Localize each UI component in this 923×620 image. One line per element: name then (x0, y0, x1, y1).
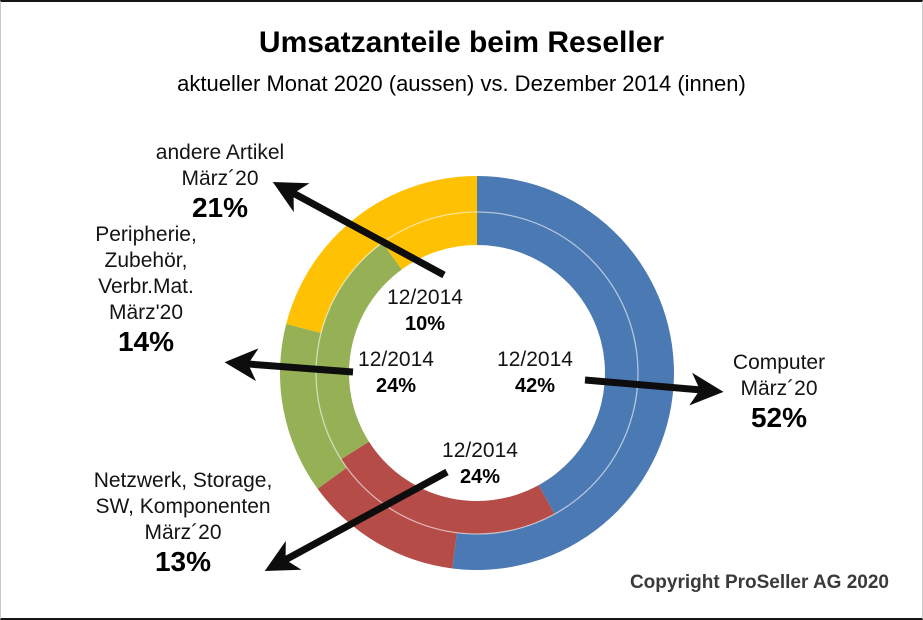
copyright-text: Copyright ProSeller AG 2020 (629, 572, 889, 593)
inner-label-value: 10% (404, 313, 446, 335)
donut-segment-outer-3 (286, 176, 477, 333)
inner-label-value: 24% (375, 375, 417, 397)
inner-label-value: 42% (514, 375, 556, 397)
leader-arrow-3 (264, 468, 449, 572)
donut-segment-inner-0 (477, 212, 639, 515)
label-line: März´20 (144, 521, 222, 544)
label-line: März´20 (740, 377, 818, 400)
leader-arrow-1 (224, 348, 354, 382)
donut-segment-outer-1 (317, 467, 457, 569)
inner-label-series: 12/2014 (358, 348, 434, 371)
inner-label-blue: 12/2014 42% (497, 346, 573, 400)
inner-label-yellow: 12/2014 10% (387, 284, 463, 338)
label-value: 21% (191, 192, 249, 223)
donut-segment-outer-0 (452, 176, 674, 570)
label-netzwerk: Netzwerk, Storage, SW, Komponenten März´… (94, 468, 273, 577)
label-value: 14% (117, 326, 175, 357)
label-computer: Computer März´20 52% (733, 350, 825, 433)
label-line: März´20 (181, 167, 259, 190)
chart-subtitle: aktueller Monat 2020 (aussen) vs. Dezemb… (177, 71, 746, 96)
donut-segment-inner-2 (315, 242, 402, 460)
inner-label-red: 12/2014 24% (442, 437, 518, 491)
leader-arrows (224, 181, 724, 572)
label-line: SW, Komponenten (95, 495, 271, 518)
label-line: Verbr.Mat. (98, 275, 194, 298)
label-line: Zubehör, (104, 249, 188, 272)
label-line: Netzwerk, Storage, (93, 469, 273, 492)
label-andere-artikel: andere Artikel März´20 21% (156, 140, 284, 223)
chart-title: Umsatzanteile beim Reseller (258, 26, 665, 59)
inner-label-series: 12/2014 (497, 348, 573, 371)
label-line: Computer (732, 351, 826, 374)
label-peripherie: Peripherie, Zubehör, Verbr.Mat. März'20 … (95, 222, 197, 357)
label-line: andere Artikel (155, 141, 285, 164)
label-line: März'20 (108, 301, 184, 324)
inner-label-series: 12/2014 (387, 286, 463, 309)
label-line: Peripherie, (95, 223, 197, 246)
label-value: 52% (750, 402, 808, 433)
leader-arrow-2 (584, 372, 724, 406)
inner-label-series: 12/2014 (442, 439, 518, 462)
leader-arrow-0 (272, 181, 446, 279)
inner-label-green: 12/2014 24% (358, 346, 434, 400)
label-value: 13% (154, 546, 212, 577)
inner-label-value: 24% (459, 466, 501, 488)
ring-separator (315, 211, 639, 535)
